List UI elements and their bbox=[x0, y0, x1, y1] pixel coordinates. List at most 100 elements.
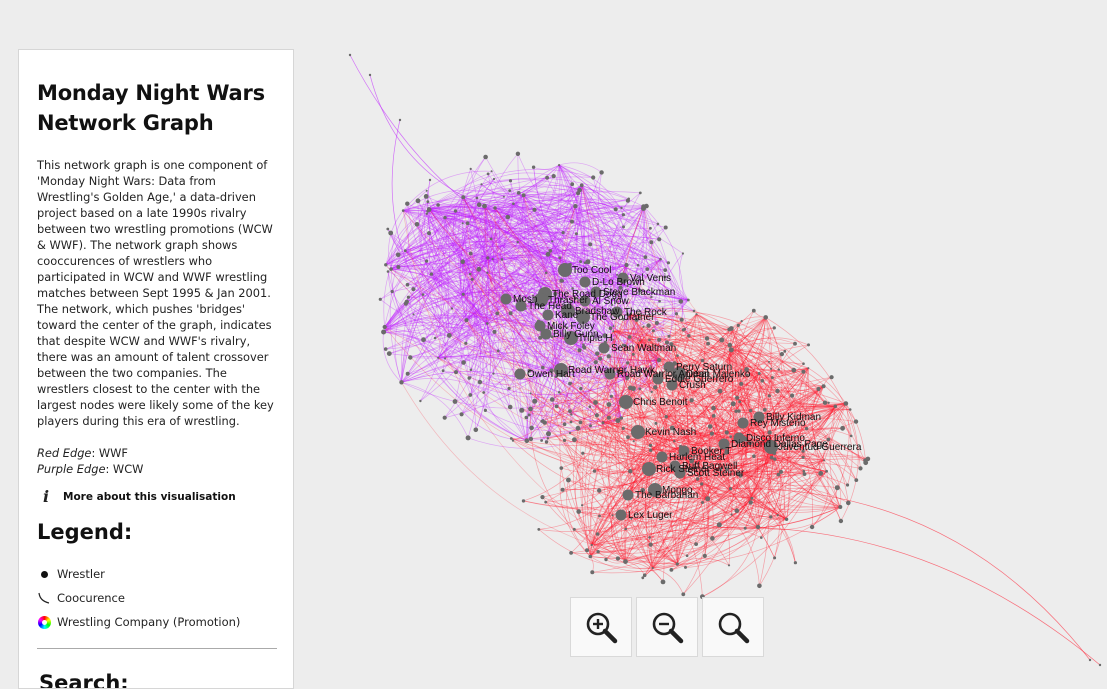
wrestler-node[interactable] bbox=[612, 514, 614, 516]
wrestler-node[interactable] bbox=[849, 408, 852, 411]
wrestler-node[interactable] bbox=[607, 402, 612, 407]
wrestler-node[interactable] bbox=[530, 392, 532, 394]
wrestler-node[interactable] bbox=[728, 343, 733, 348]
wrestler-node[interactable] bbox=[622, 213, 625, 216]
wrestler-node[interactable] bbox=[643, 573, 647, 577]
wrestler-node[interactable] bbox=[508, 405, 513, 410]
wrestler-node[interactable] bbox=[566, 478, 571, 483]
wrestler-node[interactable] bbox=[506, 215, 511, 220]
wrestler-node[interactable] bbox=[708, 424, 713, 429]
wrestler-node[interactable] bbox=[517, 241, 519, 243]
wrestler-node[interactable] bbox=[658, 300, 661, 303]
wrestler-node[interactable] bbox=[866, 457, 871, 462]
wrestler-node[interactable] bbox=[654, 422, 657, 425]
wrestler-node[interactable] bbox=[744, 527, 747, 530]
wrestler-node[interactable] bbox=[460, 259, 465, 264]
wrestler-node[interactable] bbox=[569, 432, 571, 434]
wrestler-node[interactable] bbox=[768, 361, 770, 363]
wrestler-node[interactable] bbox=[546, 431, 551, 436]
wrestler-node[interactable] bbox=[408, 355, 412, 359]
wrestler-node[interactable] bbox=[761, 379, 765, 383]
wrestler-node[interactable] bbox=[593, 469, 596, 472]
wrestler-node[interactable] bbox=[718, 389, 723, 394]
wrestler-node[interactable] bbox=[389, 267, 393, 271]
wrestler-node[interactable] bbox=[838, 505, 842, 509]
wrestler-node[interactable] bbox=[509, 179, 512, 182]
wrestler-node[interactable] bbox=[752, 454, 756, 458]
wrestler-node[interactable] bbox=[545, 440, 548, 443]
wrestler-node[interactable] bbox=[735, 508, 740, 513]
wrestler-node[interactable] bbox=[349, 54, 351, 56]
wrestler-node[interactable] bbox=[680, 318, 684, 322]
wrestler-node[interactable] bbox=[573, 204, 577, 208]
zoom-reset-button[interactable] bbox=[702, 597, 764, 657]
wrestler-node[interactable] bbox=[749, 500, 753, 504]
wrestler-node[interactable] bbox=[388, 231, 393, 236]
wrestler-node[interactable] bbox=[830, 375, 834, 379]
wrestler-node[interactable] bbox=[426, 200, 429, 203]
wrestler-node[interactable] bbox=[737, 409, 740, 412]
wrestler-node[interactable] bbox=[668, 335, 671, 338]
wrestler-node[interactable] bbox=[540, 495, 544, 499]
wrestler-node[interactable] bbox=[461, 195, 465, 199]
wrestler-node[interactable] bbox=[661, 580, 666, 585]
wrestler-node[interactable] bbox=[478, 380, 482, 384]
wrestler-node[interactable] bbox=[624, 263, 628, 267]
wrestler-node[interactable] bbox=[737, 324, 740, 327]
wrestler-node[interactable] bbox=[462, 222, 464, 224]
wrestler-node[interactable] bbox=[558, 263, 572, 277]
wrestler-node[interactable] bbox=[731, 513, 733, 515]
wrestler-node[interactable] bbox=[493, 330, 497, 334]
wrestler-node[interactable] bbox=[466, 221, 470, 225]
wrestler-node[interactable] bbox=[399, 380, 403, 384]
wrestler-node[interactable] bbox=[687, 334, 690, 337]
wrestler-node[interactable] bbox=[844, 401, 849, 406]
wrestler-node[interactable] bbox=[516, 152, 520, 156]
wrestler-node[interactable] bbox=[700, 482, 703, 485]
wrestler-node[interactable] bbox=[645, 267, 649, 271]
wrestler-node[interactable] bbox=[657, 223, 660, 226]
wrestler-node[interactable] bbox=[476, 197, 479, 200]
wrestler-node[interactable] bbox=[597, 488, 601, 492]
wrestler-node[interactable] bbox=[610, 395, 613, 398]
wrestler-node[interactable] bbox=[411, 287, 415, 291]
wrestler-node[interactable] bbox=[424, 194, 429, 199]
wrestler-node[interactable] bbox=[580, 277, 591, 288]
wrestler-node[interactable] bbox=[522, 193, 526, 197]
wrestler-node[interactable] bbox=[517, 191, 521, 195]
wrestler-node[interactable] bbox=[729, 347, 734, 352]
wrestler-node[interactable] bbox=[369, 74, 371, 76]
wrestler-node[interactable] bbox=[802, 456, 805, 459]
wrestler-node[interactable] bbox=[770, 456, 774, 460]
wrestler-node[interactable] bbox=[519, 408, 524, 413]
wrestler-node[interactable] bbox=[657, 452, 668, 463]
wrestler-node[interactable] bbox=[616, 510, 627, 521]
wrestler-node[interactable] bbox=[778, 368, 780, 370]
wrestler-node[interactable] bbox=[1089, 659, 1091, 661]
wrestler-node[interactable] bbox=[560, 466, 564, 470]
wrestler-node[interactable] bbox=[757, 584, 762, 589]
wrestler-node[interactable] bbox=[559, 279, 563, 283]
wrestler-node[interactable] bbox=[482, 204, 487, 209]
wrestler-node[interactable] bbox=[612, 330, 614, 332]
wrestler-node[interactable] bbox=[468, 393, 472, 397]
wrestler-node[interactable] bbox=[437, 357, 439, 359]
wrestler-node[interactable] bbox=[483, 155, 488, 160]
wrestler-node[interactable] bbox=[738, 418, 749, 429]
wrestler-node[interactable] bbox=[492, 258, 494, 260]
wrestler-node[interactable] bbox=[622, 427, 625, 430]
wrestler-node[interactable] bbox=[584, 261, 587, 264]
wrestler-node[interactable] bbox=[770, 368, 772, 370]
wrestler-node[interactable] bbox=[771, 376, 774, 379]
wrestler-node[interactable] bbox=[639, 192, 642, 195]
wrestler-node[interactable] bbox=[443, 416, 447, 420]
wrestler-node[interactable] bbox=[665, 415, 668, 418]
wrestler-node[interactable] bbox=[466, 435, 471, 440]
wrestler-node[interactable] bbox=[693, 310, 696, 313]
zoom-out-button[interactable] bbox=[636, 597, 698, 657]
wrestler-node[interactable] bbox=[460, 412, 464, 416]
wrestler-node[interactable] bbox=[717, 522, 722, 527]
wrestler-node[interactable] bbox=[676, 562, 679, 565]
wrestler-node[interactable] bbox=[422, 293, 425, 296]
wrestler-node[interactable] bbox=[464, 342, 467, 345]
